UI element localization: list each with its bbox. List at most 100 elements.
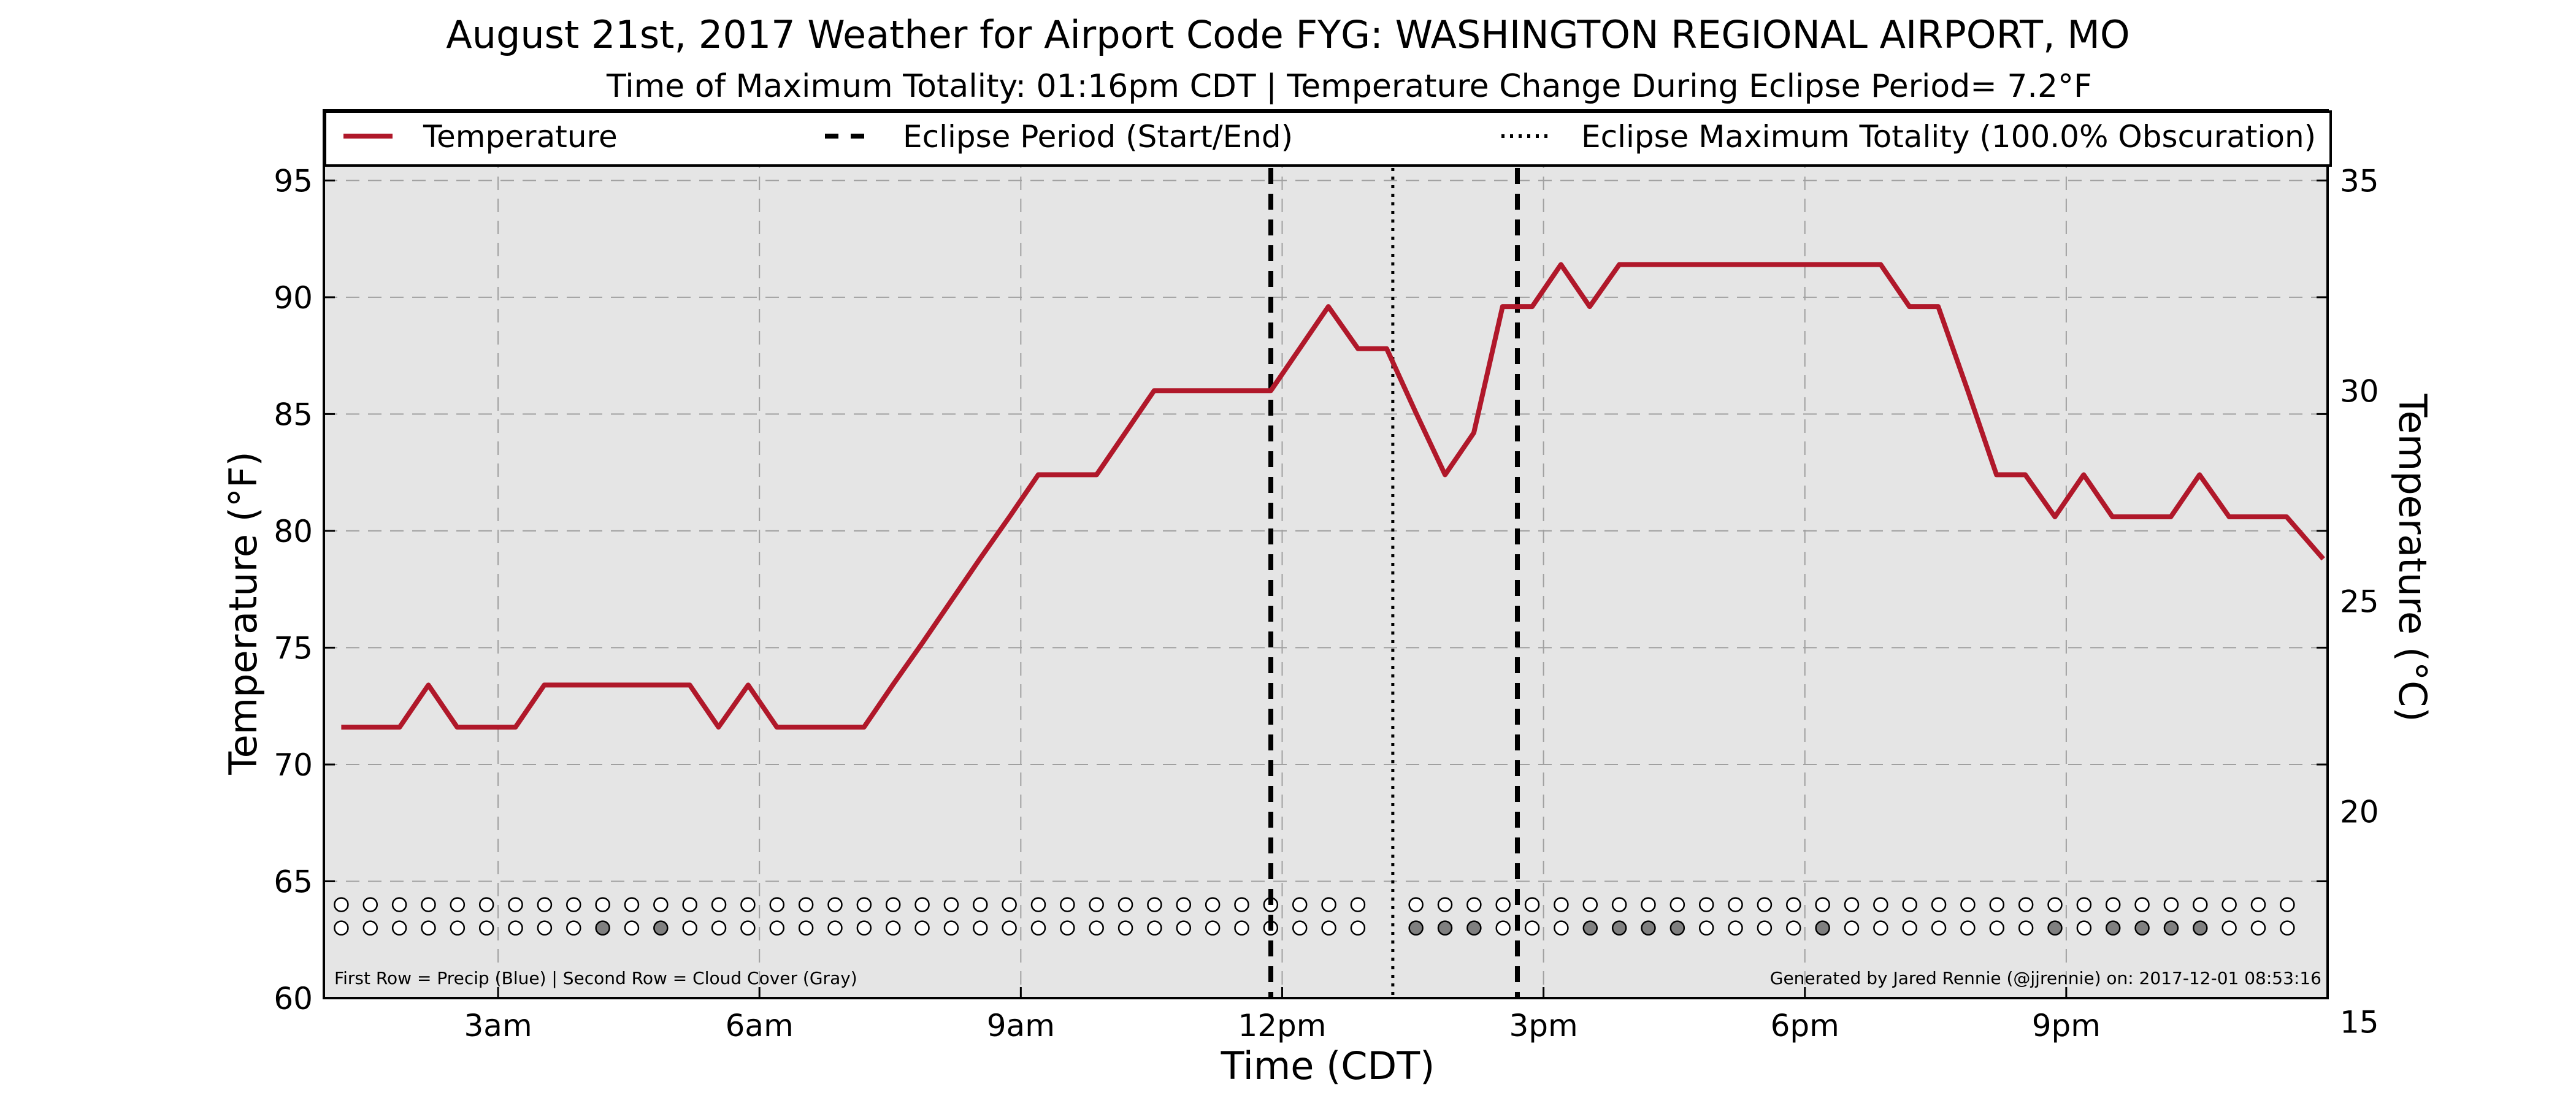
precip-marker [1292, 897, 1308, 912]
precip-marker [682, 897, 697, 912]
x-tick-label: 3am [464, 1008, 532, 1043]
cloud-marker [914, 920, 930, 936]
cloud-marker [856, 920, 872, 936]
cloud-marker [1176, 920, 1192, 936]
cloud-marker [1030, 920, 1046, 936]
cloud-marker [624, 920, 640, 936]
cloud-marker [334, 920, 349, 936]
precip-marker [1931, 897, 1947, 912]
cloud-marker [2163, 920, 2179, 936]
cloud-marker [1698, 920, 1714, 936]
precip-marker [1350, 897, 1366, 912]
footnote-right: Generated by Jared Rennie (@jjrennie) on… [1770, 968, 2321, 988]
precip-marker [508, 897, 523, 912]
cloud-marker [391, 920, 407, 936]
precip-marker [334, 897, 349, 912]
precip-marker [391, 897, 407, 912]
precip-marker [1554, 897, 1569, 912]
cloud-marker [1234, 920, 1249, 936]
cloud-marker [537, 920, 553, 936]
cloud-marker [769, 920, 785, 936]
cloud-marker [885, 920, 901, 936]
cloud-marker [1902, 920, 1917, 936]
cloud-marker [450, 920, 466, 936]
cloud-marker [1815, 920, 1830, 936]
precip-marker [478, 897, 494, 912]
cloud-marker [421, 920, 436, 936]
cloud-marker [1408, 920, 1424, 936]
cloud-marker [362, 920, 378, 936]
precip-marker [1147, 897, 1162, 912]
precip-marker [973, 897, 988, 912]
cloud-marker [1669, 920, 1685, 936]
precip-marker [1844, 897, 1860, 912]
legend: Temperature Eclipse Period (Start/End) E… [324, 110, 2332, 167]
precip-marker [566, 897, 581, 912]
x-axis-label: Time (CDT) [1221, 1043, 1435, 1088]
y-tick-label-right: 15 [2340, 1004, 2379, 1040]
precip-marker [943, 897, 959, 912]
cloud-marker [1873, 920, 1888, 936]
precip-marker [1234, 897, 1249, 912]
cloud-marker [2134, 920, 2150, 936]
cloud-marker [1321, 920, 1336, 936]
cloud-marker [1960, 920, 1976, 936]
cloud-marker [1989, 920, 2005, 936]
precip-marker [914, 897, 930, 912]
precip-marker [1757, 897, 1773, 912]
cloud-marker [566, 920, 581, 936]
legend-box [324, 110, 2332, 167]
cloud-marker [2280, 920, 2295, 936]
precip-marker [2163, 897, 2179, 912]
precip-marker [1002, 897, 1017, 912]
cloud-marker [1495, 920, 1511, 936]
precip-marker [421, 897, 436, 912]
x-tick-label: 6am [726, 1008, 794, 1043]
precip-marker [1611, 897, 1627, 912]
y-tick-label: 95 [274, 163, 313, 199]
cloud-marker [1002, 920, 1017, 936]
cloud-marker [2193, 920, 2208, 936]
precip-marker [624, 897, 640, 912]
cloud-marker [2047, 920, 2063, 936]
y-axis-label-left: Temperature (°F) [221, 451, 266, 775]
y-tick-label-right: 30 [2340, 374, 2379, 410]
cloud-marker [1060, 920, 1075, 936]
precip-marker [1641, 897, 1656, 912]
y-tick-label: 60 [274, 981, 313, 1016]
precip-marker [711, 897, 727, 912]
legend-label-eclipse-period: Eclipse Period (Start/End) [903, 119, 1293, 154]
cloud-marker [1641, 920, 1656, 936]
cloud-marker [2018, 920, 2034, 936]
plot-area: 60 65 70 75 80 85 90 95 15 20 25 30 35 3am 6am 9am 12pm 3… [274, 109, 2379, 1043]
cloud-marker [798, 920, 814, 936]
cloud-marker [682, 920, 697, 936]
cloud-marker [943, 920, 959, 936]
precip-marker [2193, 897, 2208, 912]
y-tick-label: 90 [274, 280, 313, 316]
precip-marker [595, 897, 610, 912]
cloud-marker [1437, 920, 1453, 936]
y-tick-label-right: 20 [2340, 794, 2379, 830]
cloud-marker [1147, 920, 1162, 936]
precip-marker [1698, 897, 1714, 912]
precip-marker [1117, 897, 1133, 912]
precip-marker [2018, 897, 2034, 912]
precip-marker [362, 897, 378, 912]
y-tick-label: 65 [274, 864, 313, 899]
precip-marker [1902, 897, 1917, 912]
precip-marker [1786, 897, 1801, 912]
cloud-marker [508, 920, 523, 936]
cloud-marker [595, 920, 610, 936]
precip-marker [856, 897, 872, 912]
y-tick-label: 75 [274, 630, 313, 666]
cloud-marker [1554, 920, 1569, 936]
y-tick-label: 80 [274, 514, 313, 549]
precip-marker [1089, 897, 1104, 912]
precip-marker [1205, 897, 1221, 912]
plot-background [324, 110, 2328, 998]
cloud-marker [1117, 920, 1133, 936]
cloud-marker [1466, 920, 1482, 936]
y-tick-label: 85 [274, 397, 313, 432]
